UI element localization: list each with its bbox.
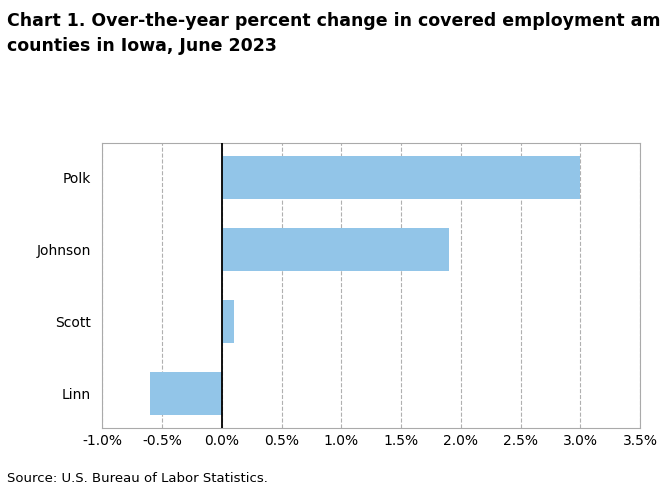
Bar	[222, 300, 234, 343]
Bar	[222, 155, 580, 199]
Text: Source: U.S. Bureau of Labor Statistics.: Source: U.S. Bureau of Labor Statistics.	[7, 472, 267, 485]
Bar	[222, 228, 449, 271]
Text: counties in Iowa, June 2023: counties in Iowa, June 2023	[7, 37, 277, 55]
Text: Chart 1. Over-the-year percent change in covered employment among the largest: Chart 1. Over-the-year percent change in…	[7, 12, 660, 31]
Bar	[150, 372, 222, 415]
